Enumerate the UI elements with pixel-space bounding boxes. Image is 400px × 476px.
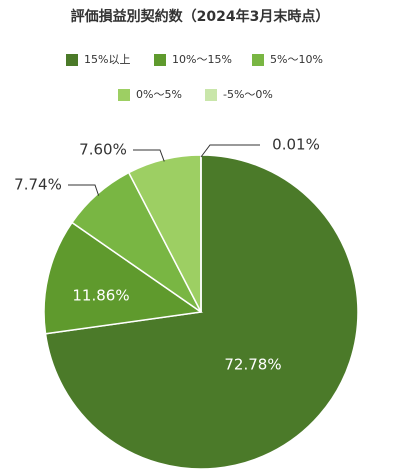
data-label: 7.74% [14, 176, 62, 194]
legend-swatch [205, 89, 217, 101]
leader-line [200, 144, 260, 158]
data-label: 7.60% [79, 141, 127, 159]
leader-line [133, 149, 165, 162]
legend-label: 5%～10% [270, 53, 323, 66]
chart-title: 評価損益別契約数（2024年3月末時点） [71, 8, 330, 25]
legend-swatch [252, 54, 264, 66]
data-label: 0.01% [272, 136, 320, 154]
legend-label: 10%～15% [172, 53, 232, 66]
legend-label: -5%～0% [223, 88, 273, 101]
data-label: 72.78% [224, 356, 281, 374]
pie-slice [43, 221, 204, 335]
legend-swatch [66, 54, 78, 66]
leader-line [68, 184, 100, 196]
legend-label: 15%以上 [84, 53, 130, 66]
legend-swatch [154, 54, 166, 66]
legend-label: 0%～5% [136, 88, 182, 101]
legend-swatch [118, 89, 130, 101]
data-label: 11.86% [72, 287, 129, 305]
